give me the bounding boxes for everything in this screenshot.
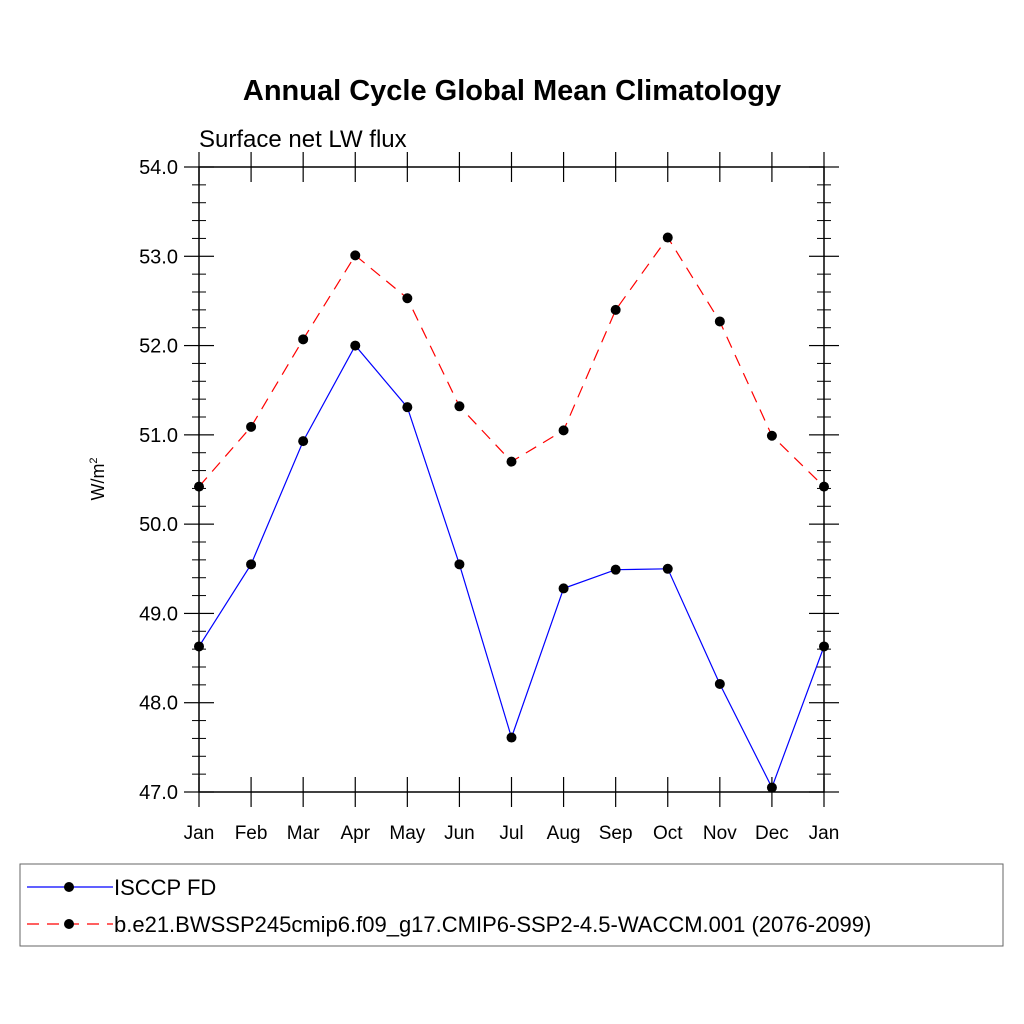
data-point xyxy=(246,559,257,570)
x-tick-label: Dec xyxy=(755,823,789,844)
chart-subtitle: Surface net LW flux xyxy=(199,126,407,153)
x-tick-labels: Jan Feb Mar Apr May Jun Jul Aug Sep Oct Nov Dec Jan xyxy=(184,823,840,844)
x-tick-label: Jul xyxy=(499,823,523,844)
series-line-2 xyxy=(198,236,825,488)
data-point xyxy=(610,564,621,575)
y-tick-label: 51.0 xyxy=(139,425,178,447)
data-point xyxy=(350,250,361,261)
legend-marker-1 xyxy=(64,882,74,892)
y-tick-label: 48.0 xyxy=(139,693,178,715)
y-tick-label: 50.0 xyxy=(139,514,178,536)
data-point xyxy=(298,334,309,345)
x-tick-label: Aug xyxy=(547,823,581,844)
series-layer xyxy=(194,232,829,793)
data-point xyxy=(714,316,725,327)
data-point xyxy=(506,732,517,743)
data-point xyxy=(246,421,257,432)
y-tick-label: 54.0 xyxy=(139,157,178,179)
data-point xyxy=(350,340,361,351)
data-point xyxy=(766,782,777,793)
y-tick-label: 53.0 xyxy=(139,246,178,268)
x-tick-label: Apr xyxy=(340,823,370,844)
x-tick-label: Mar xyxy=(287,823,320,844)
legend-label-2: b.e21.BWSSP245cmip6.f09_g17.CMIP6-SSP2-4… xyxy=(114,912,871,937)
data-point xyxy=(610,304,621,315)
y-tick-labels: 47.0 48.0 49.0 50.0 51.0 52.0 53.0 54.0 xyxy=(139,157,178,804)
data-point xyxy=(298,436,309,447)
y-tick-label: 52.0 xyxy=(139,336,178,358)
data-point xyxy=(662,563,673,574)
data-point xyxy=(402,293,413,304)
y-tick-label: 47.0 xyxy=(139,782,178,804)
y-axis-label-text: W/m xyxy=(88,464,108,501)
x-tick-label: Jun xyxy=(444,823,475,844)
data-point xyxy=(558,583,569,594)
legend-label-1: ISCCP FD xyxy=(114,875,216,900)
legend-marker-2 xyxy=(64,919,74,929)
x-tick-label: Oct xyxy=(653,823,683,844)
data-point xyxy=(454,401,465,412)
data-point xyxy=(506,456,517,467)
x-tick-label: May xyxy=(389,823,425,844)
legend-entries: ISCCP FD b.e21.BWSSP245cmip6.f09_g17.CMIP… xyxy=(27,875,871,937)
y-tick-label: 49.0 xyxy=(139,603,178,625)
x-tick-label: Sep xyxy=(599,823,633,844)
data-point xyxy=(402,402,413,413)
legend: ISCCP FD b.e21.BWSSP245cmip6.f09_g17.CMIP… xyxy=(19,863,1004,947)
plot-frame xyxy=(198,166,825,793)
data-point xyxy=(454,559,465,570)
data-point xyxy=(662,232,673,243)
data-point xyxy=(766,430,777,441)
x-tick-label: Jan xyxy=(809,823,840,844)
x-tick-label: Nov xyxy=(703,823,737,844)
chart-title: Annual Cycle Global Mean Climatology xyxy=(243,75,781,107)
legend-box xyxy=(19,863,1004,947)
data-point xyxy=(558,425,569,436)
x-tick-label: Feb xyxy=(235,823,268,844)
y-axis-label: W/m2 xyxy=(88,457,108,500)
y-axis-label-superscript: 2 xyxy=(88,457,100,463)
x-tick-label: Jan xyxy=(184,823,215,844)
series-line-1 xyxy=(198,344,825,790)
data-point xyxy=(714,678,725,689)
axis-ticks xyxy=(184,152,839,807)
